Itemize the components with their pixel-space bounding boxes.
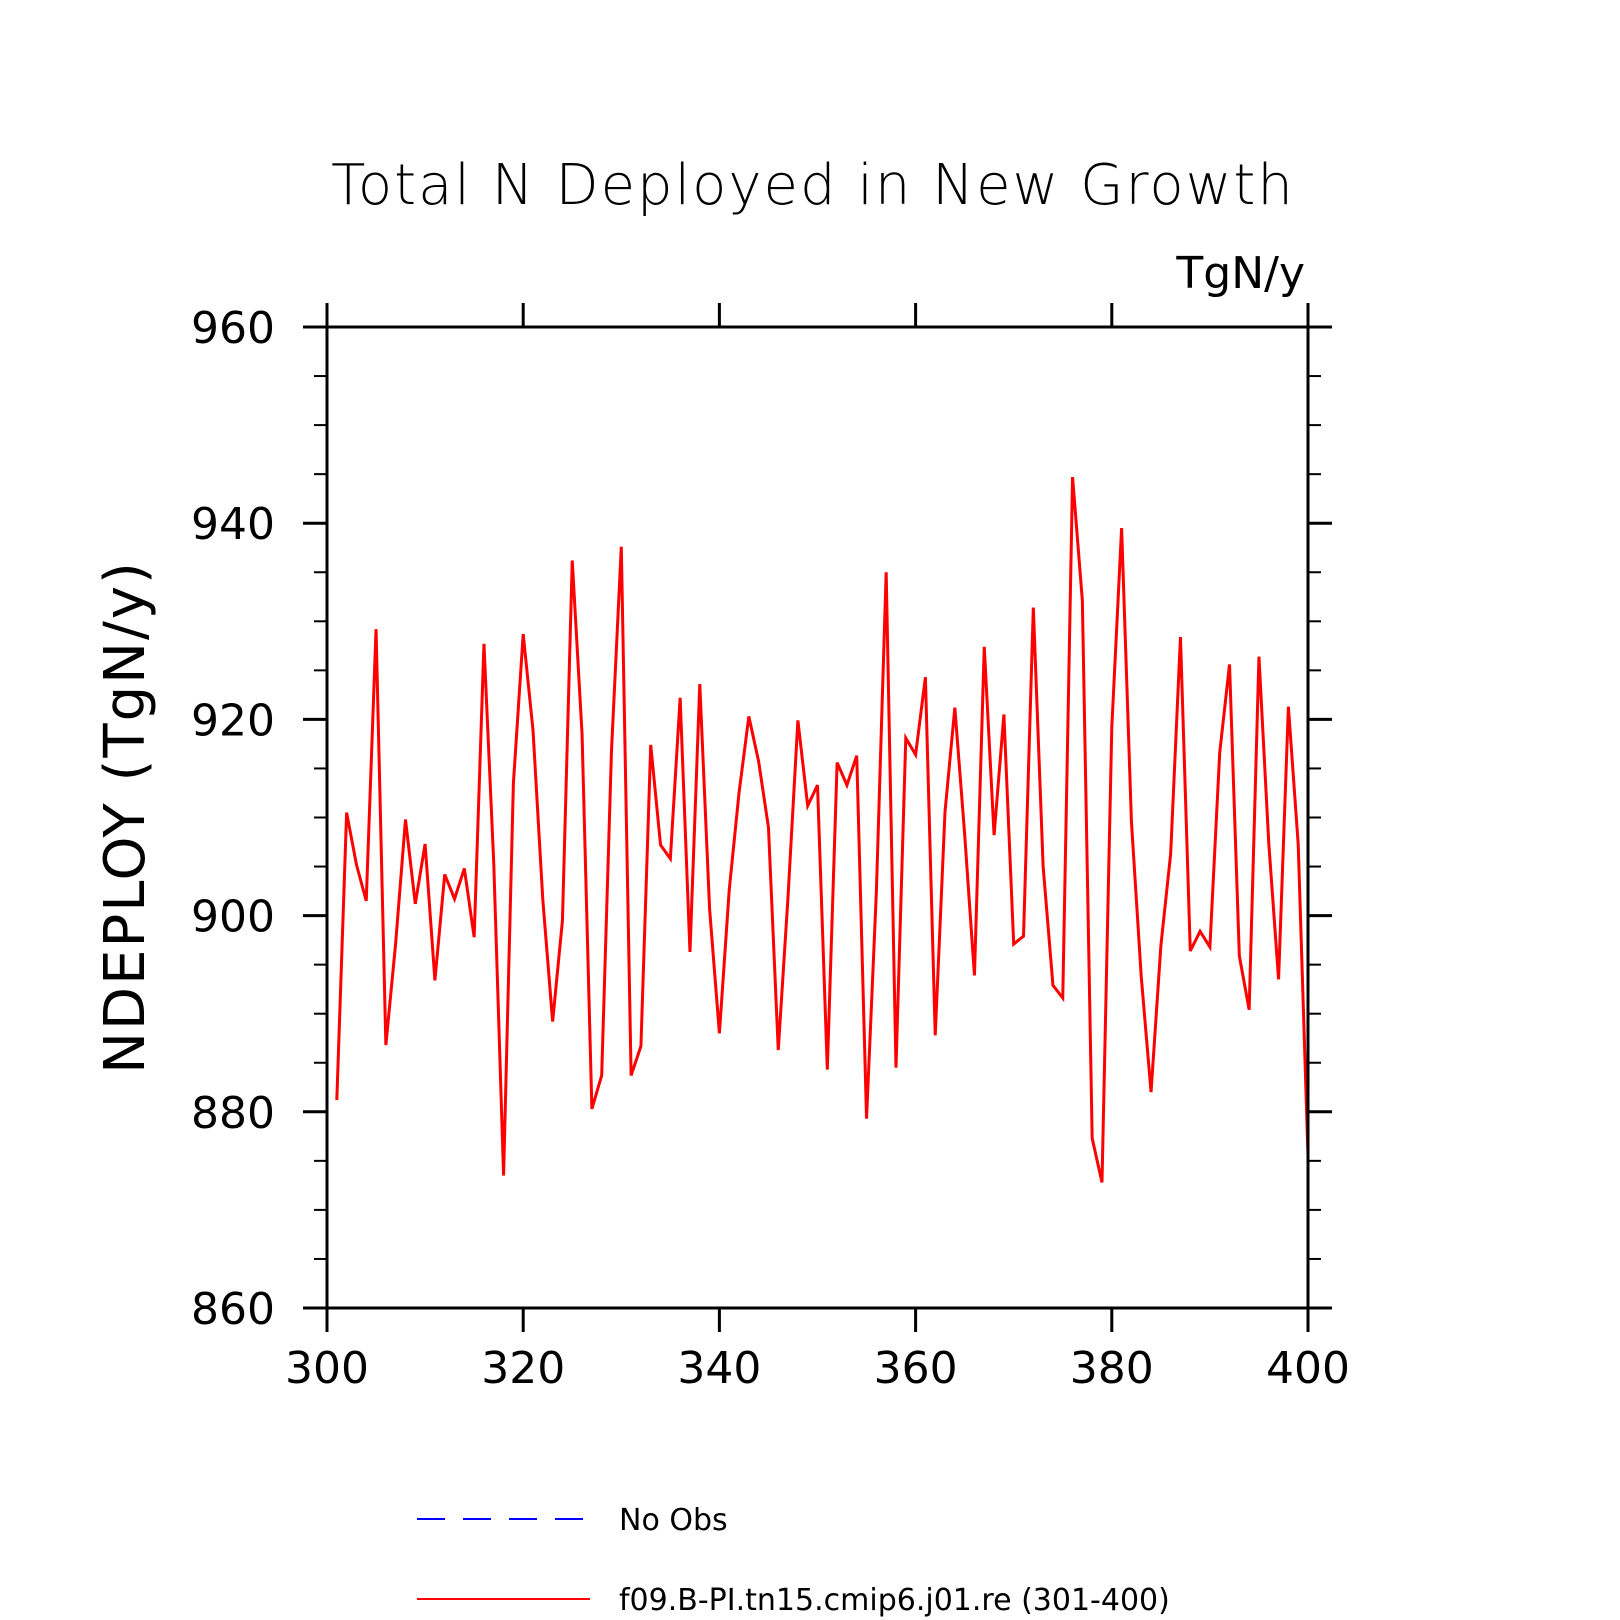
minor-ticks [314, 375, 1321, 1260]
legend-label-0: No Obs [619, 1503, 728, 1538]
y-axis-label: NDEPLOY (TgN/y) [93, 560, 158, 1074]
y-tick-label-1: 880 [191, 1088, 275, 1139]
x-tick-label-1: 320 [481, 1343, 565, 1394]
y-tick-label-0: 860 [191, 1284, 275, 1335]
tick-labels: 300 320 340 360 380 400 860 880 900 920 940 960 [191, 303, 1350, 1394]
x-tick-label-2: 340 [677, 1343, 761, 1394]
y-tick-label-5: 960 [191, 303, 275, 354]
plot-frame [325, 325, 1310, 1310]
y-tick-label-2: 900 [191, 892, 275, 943]
legend-label-1: f09.B-PI.tn15.cmip6.j01.re (301-400) [619, 1583, 1170, 1618]
legend: No Obs f09.B-PI.tn15.cmip6.j01.re (301-40… [417, 1503, 1170, 1618]
chart-title: Total N Deployed in New Growth [331, 153, 1295, 218]
x-tick-label-5: 400 [1266, 1343, 1350, 1394]
major-ticks [303, 303, 1332, 1332]
x-tick-label-3: 360 [874, 1343, 958, 1394]
chart-units-label: TgN/y [1175, 248, 1305, 299]
series-line-1 [335, 476, 1310, 1183]
x-tick-label-0: 300 [285, 1343, 369, 1394]
x-tick-label-4: 380 [1070, 1343, 1154, 1394]
series-layer [335, 476, 1310, 1183]
y-tick-label-4: 940 [191, 499, 275, 550]
y-tick-label-3: 920 [191, 695, 275, 746]
